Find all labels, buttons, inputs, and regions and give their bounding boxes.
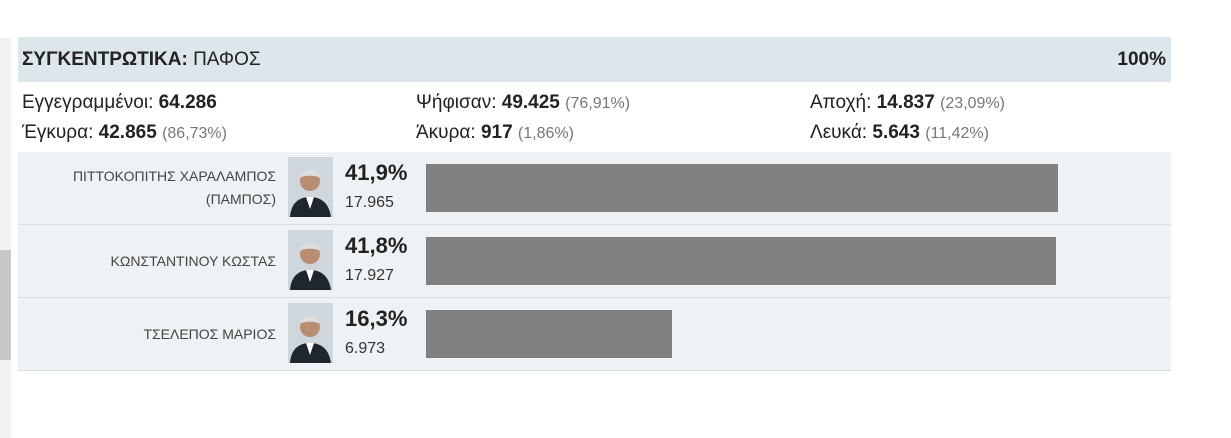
- candidate-name: ΠΙΤΤΟΚΟΠΙΤΗΣ ΧΑΡΑΛΑΜΠΟΣ (ΠΑΜΠΟΣ): [72, 168, 276, 207]
- stat: Άκυρα: 917 (1,86%): [416, 122, 810, 144]
- candidate-name: ΤΣΕΛΕΠΟΣ ΜΑΡΙΟΣ: [143, 325, 276, 342]
- results-panel: ΣΥΓΚΕΝΤΡΩΤΙΚΑ: ΠΑΦΟΣ 100% Εγγεγραμμένοι:…: [18, 37, 1171, 371]
- stat-label: Ψήφισαν:: [416, 92, 497, 113]
- header-title: ΣΥΓΚΕΝΤΡΩΤΙΚΑ: ΠΑΦΟΣ: [22, 49, 261, 71]
- header: ΣΥΓΚΕΝΤΡΩΤΙΚΑ: ΠΑΦΟΣ 100%: [18, 37, 1171, 82]
- stat-label: Λευκά:: [810, 122, 868, 143]
- stat-value: 64.286: [158, 92, 217, 113]
- stat-value: 917: [480, 122, 513, 143]
- candidate-row: ΤΣΕΛΕΠΟΣ ΜΑΡΙΟΣ 16,3% 6.973: [18, 298, 1171, 371]
- bar: [426, 164, 1058, 212]
- candidates: ΠΙΤΤΟΚΟΠΙΤΗΣ ΧΑΡΑΛΑΜΠΟΣ (ΠΑΜΠΟΣ) 41,9% 17.…: [18, 152, 1171, 371]
- stat-value: 42.865: [98, 122, 157, 143]
- stat-label: Έγκυρα:: [22, 122, 94, 143]
- candidate-name-cell: ΠΙΤΤΟΚΟΠΙΤΗΣ ΧΑΡΑΛΑΜΠΟΣ (ΠΑΜΠΟΣ): [18, 152, 276, 224]
- scrollbar-track: [0, 38, 11, 438]
- counted: 100%: [1117, 48, 1166, 70]
- stat-value: 5.643: [872, 122, 920, 143]
- candidate-row: ΚΩΝΣΤΑΝΤΙΝΟΥ ΚΩΣΤΑΣ 41,8% 17.927: [18, 225, 1171, 298]
- title: ΣΥΓΚΕΝΤΡΩΤΙΚΑ:: [22, 48, 188, 70]
- stat-label: Εγγεγραμμένοι:: [22, 92, 154, 113]
- stat-share: (86,73%): [162, 125, 227, 142]
- candidate-percent: 41,8%: [345, 233, 408, 258]
- scrollbar-thumb[interactable]: [0, 250, 11, 360]
- stat-share: (1,86%): [517, 125, 574, 142]
- stat: Έγκυρα: 42.865 (86,73%): [22, 122, 416, 144]
- stat: Λευκά: 5.643 (11,42%): [810, 122, 1170, 144]
- stats: Εγγεγραμμένοι: 64.286 Ψήφισαν: 49.425 (76…: [18, 82, 1171, 152]
- stat-value: 49.425: [501, 92, 560, 113]
- candidate-name-cell: ΚΩΝΣΤΑΝΤΙΝΟΥ ΚΩΣΤΑΣ: [18, 225, 276, 297]
- candidate-votes: 6.973: [345, 340, 386, 357]
- stat-share: (76,91%): [565, 95, 631, 112]
- stat-label: Αποχή:: [810, 92, 872, 113]
- candidate-photo: [288, 230, 333, 290]
- stat-share: (23,09%): [940, 95, 1005, 112]
- stat: Ψήφισαν: 49.425 (76,91%): [416, 92, 810, 114]
- bar: [426, 310, 672, 358]
- stat-label: Άκυρα:: [416, 122, 476, 143]
- candidate-row: ΠΙΤΤΟΚΟΠΙΤΗΣ ΧΑΡΑΛΑΜΠΟΣ (ΠΑΜΠΟΣ) 41,9% 17.…: [18, 152, 1171, 225]
- candidate-photo: [288, 157, 333, 217]
- candidate-votes: 17.965: [345, 194, 394, 211]
- stat: Αποχή: 14.837 (23,09%): [810, 92, 1170, 114]
- candidate-name-cell: ΤΣΕΛΕΠΟΣ ΜΑΡΙΟΣ: [18, 298, 276, 370]
- stat: Εγγεγραμμένοι: 64.286: [22, 92, 416, 114]
- candidate-name: ΚΩΝΣΤΑΝΤΙΝΟΥ ΚΩΣΤΑΣ: [110, 252, 276, 269]
- bar: [426, 237, 1057, 285]
- candidate-percent: 41,9%: [345, 160, 408, 185]
- stat-value: 14.837: [876, 92, 935, 113]
- region: ΠΑΦΟΣ: [193, 48, 261, 70]
- candidate-votes: 17.927: [345, 267, 394, 284]
- candidate-photo: [288, 303, 333, 363]
- candidate-percent: 16,3%: [345, 306, 408, 331]
- stat-share: (11,42%): [925, 125, 989, 142]
